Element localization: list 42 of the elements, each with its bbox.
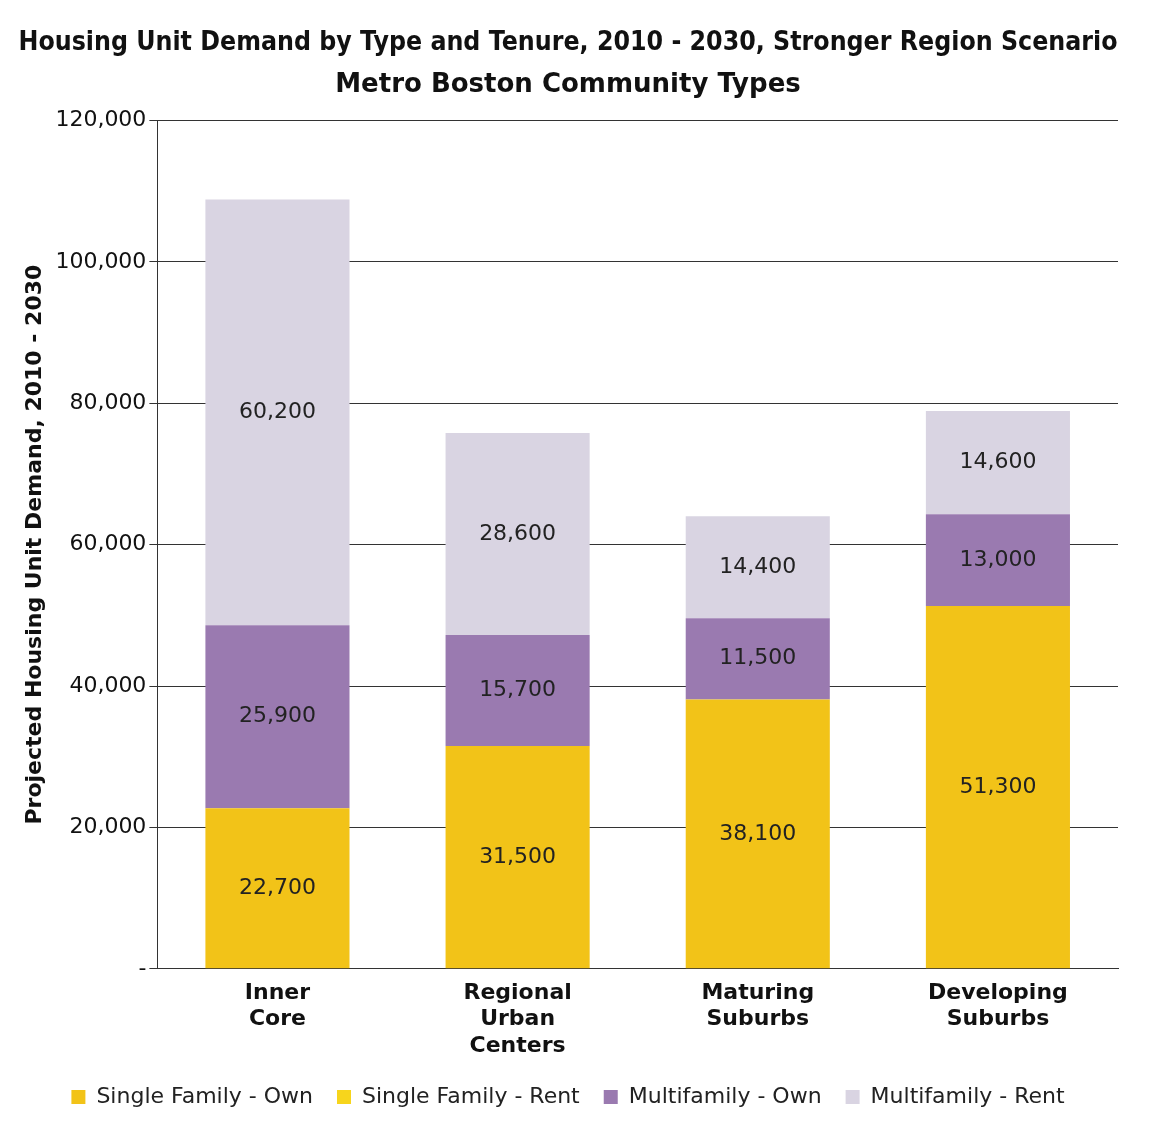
chart-title: Housing Unit Demand by Type and Tenure, 2010 - 2030, Stronger Region Scenario <box>18 26 1118 57</box>
x-tick-label: Developing Suburbs <box>928 978 1068 1031</box>
y-tick-label: 40,000 <box>69 671 147 697</box>
data-label: 14,600 <box>959 448 1037 474</box>
y-tick-label: 60,000 <box>69 530 147 556</box>
bar <box>685 516 830 619</box>
legend-label: Multifamily - Own <box>628 1082 822 1108</box>
bar <box>205 625 350 809</box>
data-label: 28,600 <box>479 519 557 545</box>
data-label: 51,300 <box>959 772 1037 798</box>
data-label: 38,100 <box>719 819 797 845</box>
bar <box>445 432 590 636</box>
legend-label: Multifamily - Rent <box>870 1082 1065 1108</box>
y-tick-label: - <box>138 954 147 980</box>
y-axis-title: Projected Housing Unit Demand, 2010 - 2030 <box>20 264 46 825</box>
x-tick-label: Maturing Suburbs <box>701 978 815 1031</box>
data-label: 22,700 <box>238 874 316 900</box>
legend-label: Single Family - Rent <box>362 1082 581 1108</box>
y-tick-label: 100,000 <box>55 247 147 273</box>
y-tick-label: 80,000 <box>69 388 147 414</box>
bar <box>445 746 590 969</box>
x-tick-label: Regional Urban Centers <box>463 978 572 1057</box>
bar <box>925 410 1070 515</box>
bar <box>685 699 830 969</box>
data-label: 60,200 <box>238 398 316 424</box>
x-tick-label: Inner Core <box>244 978 311 1031</box>
data-label: 25,900 <box>238 702 316 728</box>
data-label: 13,000 <box>959 545 1037 571</box>
bar <box>685 618 830 700</box>
data-label: 11,500 <box>719 644 797 670</box>
bar <box>205 199 350 626</box>
bar <box>925 606 1070 969</box>
bar <box>205 808 350 969</box>
chart-subtitle: Metro Boston Community Types <box>335 67 801 98</box>
legend-label: Single Family - Own <box>96 1082 314 1108</box>
data-label: 31,500 <box>479 842 557 868</box>
bar <box>445 635 590 747</box>
data-label: 15,700 <box>479 676 557 702</box>
bar <box>925 514 1070 607</box>
y-tick-label: 120,000 <box>55 106 147 132</box>
y-tick-label: 20,000 <box>69 813 147 839</box>
data-label: 14,400 <box>719 552 797 578</box>
